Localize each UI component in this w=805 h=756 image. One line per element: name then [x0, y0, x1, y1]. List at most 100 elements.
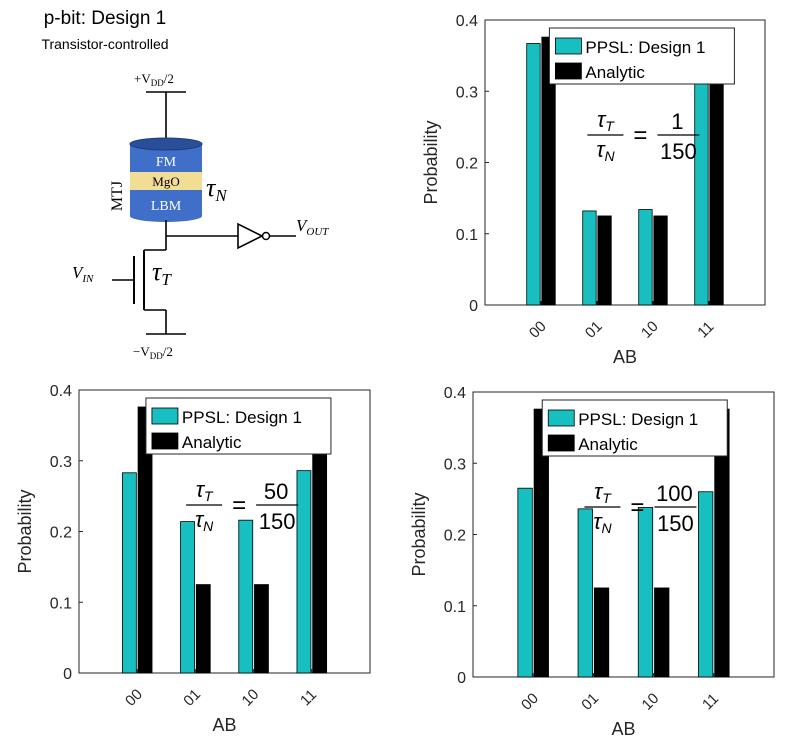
bar-analytic-10 [653, 215, 668, 306]
legend-swatch-ppsl [151, 407, 179, 425]
bar-ppsl-10 [238, 519, 254, 674]
svg-text:τN: τN [206, 173, 228, 205]
y-tick-label: 0 [63, 666, 72, 683]
mgo-label: MgO [152, 174, 179, 189]
bar-ppsl-01 [577, 508, 593, 678]
bar-analytic-10 [654, 587, 670, 678]
schematic-subtitle: Transistor-controlled [41, 36, 169, 52]
bar-ppsl-10 [637, 507, 654, 678]
bar-ppsl-00 [121, 472, 137, 674]
svg-text:−VDD/2: −VDD/2 [133, 344, 173, 361]
x-axis-label: AB [613, 347, 637, 367]
chart-bottom-right: 00 01 10 1100.10.20.30.4ABProbabilityPPSL: … [409, 385, 775, 739]
bar-analytic-01 [593, 587, 610, 678]
ratio-numerator: τT [594, 479, 612, 506]
lbm-label: LBM [151, 199, 182, 214]
y-tick-label: 0.2 [50, 525, 72, 542]
x-axis-label: AB [611, 719, 635, 739]
x-tick-label: 01 [578, 690, 602, 714]
y-tick-label: 0 [457, 670, 466, 687]
y-tick-label: 0.1 [456, 227, 478, 244]
y-tick-label: 0.4 [444, 385, 466, 402]
y-tick-label: 0.3 [444, 456, 466, 473]
fm-label: FM [156, 155, 177, 170]
legend-swatch-analytic [554, 62, 582, 80]
x-tick-label: 00 [518, 690, 542, 714]
y-tick-label: 0.3 [456, 84, 478, 101]
mtj-label: MTJ [109, 181, 126, 211]
bar-analytic-01 [195, 584, 211, 674]
transistor-symbol [112, 236, 167, 334]
x-tick-label: 11 [694, 318, 717, 341]
vdd-bottom-label: −VDD/2 [133, 344, 173, 361]
ratio-denominator: τN [596, 137, 615, 164]
y-tick-label: 0.1 [444, 599, 466, 616]
legend-swatch-ppsl [547, 409, 575, 427]
y-tick-label: 0.2 [456, 156, 478, 173]
ratio-equals: = [630, 494, 644, 521]
legend-label-analytic: Analytic [585, 63, 645, 82]
bar-ppsl-01 [582, 210, 597, 306]
x-tick-label: 00 [526, 318, 550, 342]
y-axis-label: Probability [421, 120, 441, 204]
ratio-value-numerator: 50 [264, 479, 288, 504]
vdd-top-label: +VDD/2 [134, 71, 174, 88]
bar-analytic-00 [541, 36, 556, 306]
bar-ppsl-10 [638, 209, 653, 306]
inverter-symbol [237, 222, 271, 250]
ratio-annotation: τT τN = 1 150 [587, 107, 700, 164]
tau-t-label: τT [152, 257, 172, 289]
legend-label-ppsl: PPSL: Design 1 [182, 408, 302, 427]
y-tick-label: 0.2 [444, 528, 466, 545]
y-tick-label: 0.4 [456, 13, 478, 30]
legend-swatch-ppsl [554, 37, 582, 55]
vin-label: VIN [72, 263, 94, 285]
x-tick-label: 10 [638, 318, 662, 342]
ratio-annotation: τT τN = 100 150 [584, 479, 697, 536]
ratio-numerator: τT [196, 477, 214, 504]
legend-swatch-analytic [151, 432, 179, 450]
bar-analytic-00 [533, 408, 549, 678]
bar-analytic-00 [137, 406, 153, 674]
legend-label-analytic: Analytic [182, 433, 242, 452]
bar-ppsl-01 [180, 521, 195, 674]
ratio-equals: = [232, 492, 246, 519]
schematic-title: p-bit: Design 1 [43, 8, 167, 29]
svg-text:+VDD/2: +VDD/2 [134, 71, 174, 88]
ratio-value-denominator: 150 [657, 511, 694, 536]
x-tick-label: 11 [699, 690, 722, 713]
layer-mgo [130, 172, 202, 190]
y-tick-label: 0.1 [50, 595, 72, 612]
legend-label-ppsl: PPSL: Design 1 [578, 410, 698, 429]
x-tick-label: 11 [297, 686, 320, 709]
x-tick-label: 10 [639, 690, 663, 714]
ratio-annotation: τT τN = 50 150 [186, 477, 299, 534]
bar-ppsl-11 [698, 491, 714, 678]
mtj-device: FM MgO LBM [129, 137, 203, 222]
ratio-numerator: τT [597, 107, 615, 134]
x-axis-label: AB [212, 715, 236, 735]
x-tick-label: 01 [582, 318, 606, 342]
chart-bottom-left: 00 01 10 1100.10.20.30.4ABProbabilityPPSL: … [15, 383, 371, 735]
ratio-equals: = [633, 122, 647, 149]
tau-n-label: τN [206, 173, 228, 205]
ratio-denominator: τN [593, 509, 612, 536]
x-tick-label: 00 [122, 686, 146, 710]
svg-text:VOUT: VOUT [296, 216, 329, 238]
x-tick-label: 01 [180, 686, 204, 710]
ratio-value-numerator: 1 [671, 109, 683, 134]
legend-swatch-analytic [547, 434, 575, 452]
vout-label: VOUT [296, 216, 329, 238]
bar-ppsl-11 [296, 470, 312, 674]
chart-top-right: 00 01 10 1100.10.20.30.4ABProbabilityPPSL: … [421, 13, 766, 367]
circuit-diagram: +VDD/2 FM MgO LBM MTJ τN VOUT [72, 71, 329, 361]
bar-ppsl-00 [517, 487, 533, 678]
svg-text:τT: τT [152, 257, 172, 289]
y-tick-label: 0.4 [50, 383, 72, 400]
y-axis-label: Probability [15, 489, 35, 573]
ratio-value-denominator: 150 [259, 509, 296, 534]
y-tick-label: 0 [469, 298, 478, 315]
ratio-value-denominator: 150 [660, 139, 697, 164]
ratio-denominator: τN [195, 507, 214, 534]
legend-label-analytic: Analytic [578, 435, 638, 454]
